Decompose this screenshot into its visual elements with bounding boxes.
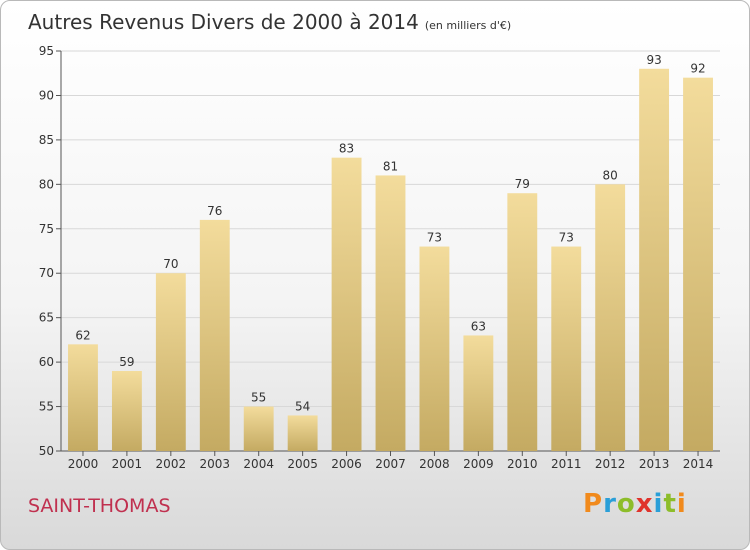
y-tick-label: 90 <box>39 88 54 102</box>
x-tick-label-2006: 2006 <box>331 457 362 471</box>
logo-letter: o <box>616 489 636 519</box>
y-tick-label: 75 <box>39 222 54 236</box>
y-tick-label: 50 <box>39 444 54 458</box>
x-tick-label-2008: 2008 <box>419 457 450 471</box>
value-label-2002: 70 <box>163 257 178 271</box>
value-label-2011: 73 <box>559 231 574 245</box>
x-tick-label-2007: 2007 <box>375 457 406 471</box>
logo-letter: x <box>635 489 654 519</box>
value-label-2009: 63 <box>471 319 486 333</box>
value-label-2006: 83 <box>339 142 354 156</box>
x-tick-label-2004: 2004 <box>243 457 274 471</box>
bar-2009 <box>463 335 494 451</box>
x-tick-label-2003: 2003 <box>199 457 230 471</box>
x-tick-label-2011: 2011 <box>551 457 582 471</box>
y-tick-label: 65 <box>39 311 54 325</box>
value-label-2005: 54 <box>295 399 310 413</box>
logo-letter: i <box>676 489 687 519</box>
y-tick-label: 60 <box>39 355 54 369</box>
value-label-2012: 80 <box>603 168 618 182</box>
bar-2002 <box>155 273 186 451</box>
bar-2010 <box>507 193 538 451</box>
logo-letter: t <box>663 489 677 519</box>
value-label-2010: 79 <box>515 177 530 191</box>
chart-title-text: Autres Revenus Divers de 2000 à 2014 <box>28 10 419 34</box>
bar-2008 <box>419 246 450 451</box>
bar-2013 <box>639 68 670 452</box>
value-label-2008: 73 <box>427 231 442 245</box>
value-label-2000: 62 <box>75 328 90 342</box>
logo-letter: i <box>653 489 664 519</box>
value-label-2004: 55 <box>251 391 266 405</box>
y-tick-label: 85 <box>39 133 54 147</box>
bar-2004 <box>243 406 274 451</box>
x-tick-label-2002: 2002 <box>156 457 187 471</box>
bar-2011 <box>551 246 582 451</box>
chart-title: Autres Revenus Divers de 2000 à 2014 (en … <box>28 10 511 34</box>
value-label-2014: 92 <box>690 62 705 76</box>
proxiti-logo[interactable]: Proxiti <box>583 489 687 519</box>
logo-letter: r <box>603 489 617 519</box>
bar-2012 <box>595 184 626 452</box>
bar-2006 <box>331 157 362 451</box>
logo-letter: P <box>583 489 604 519</box>
y-tick-label: 80 <box>39 177 54 191</box>
bar-2003 <box>199 219 230 451</box>
bar-2001 <box>111 371 142 451</box>
value-label-2001: 59 <box>119 355 134 369</box>
x-tick-label-2013: 2013 <box>639 457 670 471</box>
x-tick-label-2005: 2005 <box>287 457 318 471</box>
x-tick-label-2009: 2009 <box>463 457 494 471</box>
y-tick-label: 95 <box>39 44 54 58</box>
chart-subtitle: (en milliers d'€) <box>424 19 512 32</box>
commune-name: SAINT-THOMAS <box>28 495 171 517</box>
x-tick-label-2000: 2000 <box>68 457 99 471</box>
bar-2000 <box>68 344 98 451</box>
bar-2005 <box>287 415 318 451</box>
y-tick-label: 55 <box>39 400 54 414</box>
bar-2007 <box>375 175 406 451</box>
bar-2014 <box>683 77 713 452</box>
value-label-2007: 81 <box>383 159 398 173</box>
x-tick-label-2010: 2010 <box>507 457 538 471</box>
x-tick-label-2014: 2014 <box>683 457 714 471</box>
x-tick-label-2001: 2001 <box>112 457 143 471</box>
value-label-2003: 76 <box>207 204 222 218</box>
y-tick-label: 70 <box>39 266 54 280</box>
x-tick-label-2012: 2012 <box>595 457 626 471</box>
value-label-2013: 93 <box>646 53 661 67</box>
